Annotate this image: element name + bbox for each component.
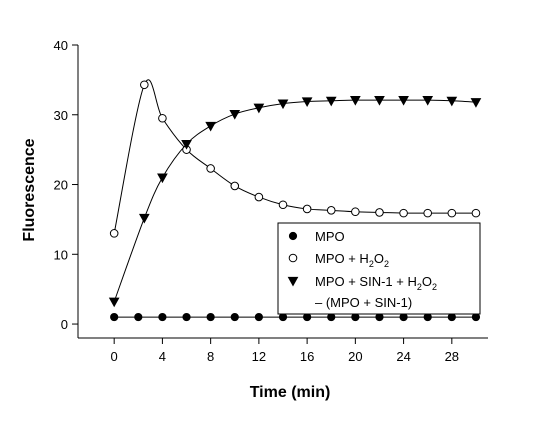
axes: 0 10 20 30 40 0 4 8 12 16 20 24 28: [54, 38, 488, 364]
data-point: [326, 206, 336, 215]
x-tick-label: 8: [207, 349, 214, 364]
data-point: [350, 96, 361, 106]
x-tick-label: 0: [111, 349, 118, 364]
data-point: [206, 164, 215, 173]
legend: MPO MPO + H2O2 MPO + SIN-1 + H2O2 – (MPO + …: [277, 222, 481, 315]
data-point: [134, 312, 143, 322]
legend-label-continuation: – (MPO + SIN-1): [315, 295, 412, 310]
x-tick-label: 16: [300, 349, 314, 364]
y-tick-label: 20: [54, 178, 68, 193]
data-point: [423, 208, 433, 218]
data-point: [254, 312, 263, 322]
x-tick-label: 28: [445, 349, 459, 364]
legend-label: MPO: [315, 229, 345, 244]
legend-marker: [287, 276, 299, 287]
legend-label: MPO + SIN-1 + H2O2: [315, 274, 437, 292]
data-point: [109, 229, 119, 238]
legend-marker: [288, 231, 298, 241]
y-axis-title: Fluorescence: [21, 138, 38, 241]
series-3: [108, 96, 482, 308]
data-point: [205, 121, 216, 132]
data-point: [140, 80, 149, 90]
data-point: [375, 312, 384, 322]
data-point: [422, 96, 434, 106]
data-point: [182, 312, 191, 322]
data-point: [351, 207, 360, 217]
data-point: [374, 96, 385, 106]
data-point: [446, 96, 458, 107]
data-point: [229, 109, 241, 120]
y-tick-label: 0: [61, 317, 68, 332]
data-point: [277, 99, 289, 110]
data-point: [447, 208, 457, 218]
legend-box: [277, 222, 481, 315]
series-1: [110, 312, 481, 322]
data-point: [108, 297, 120, 308]
data-point: [302, 204, 312, 214]
data-point: [423, 312, 432, 322]
x-axis-title: Time (min): [250, 384, 331, 401]
y-tick-label: 10: [54, 247, 68, 262]
data-point: [375, 208, 384, 217]
data-point: [399, 208, 408, 218]
data-point: [181, 139, 192, 150]
data-point: [471, 208, 481, 218]
data-point: [447, 312, 456, 322]
x-tick-label: 4: [159, 349, 166, 364]
data-point: [110, 312, 119, 322]
data-point: [399, 312, 408, 322]
legend-label: MPO + H2O2: [315, 251, 389, 269]
x-tick-label: 12: [252, 349, 266, 364]
series-line: [113, 99, 476, 302]
data-point: [327, 312, 336, 322]
series-layer: [108, 79, 482, 322]
data-point: [253, 103, 265, 114]
data-point: [278, 200, 288, 210]
y-tick-label: 30: [54, 108, 68, 123]
data-point: [398, 96, 409, 106]
data-point: [158, 312, 167, 322]
data-point: [230, 312, 239, 322]
data-point: [230, 181, 240, 191]
data-point: [470, 98, 482, 108]
data-point: [158, 113, 167, 123]
x-tick-label: 24: [396, 349, 410, 364]
data-point: [471, 312, 481, 322]
data-point: [157, 173, 168, 184]
data-point: [278, 312, 288, 322]
data-point: [351, 312, 360, 322]
data-point: [138, 213, 150, 224]
data-point: [206, 312, 215, 322]
y-tick-label: 40: [54, 38, 68, 53]
x-tick-label: 20: [348, 349, 362, 364]
data-point: [303, 312, 312, 322]
series-2: [109, 79, 481, 238]
data-point: [325, 96, 337, 107]
legend-marker: [288, 253, 298, 263]
data-point: [301, 97, 313, 108]
data-point: [254, 192, 264, 202]
